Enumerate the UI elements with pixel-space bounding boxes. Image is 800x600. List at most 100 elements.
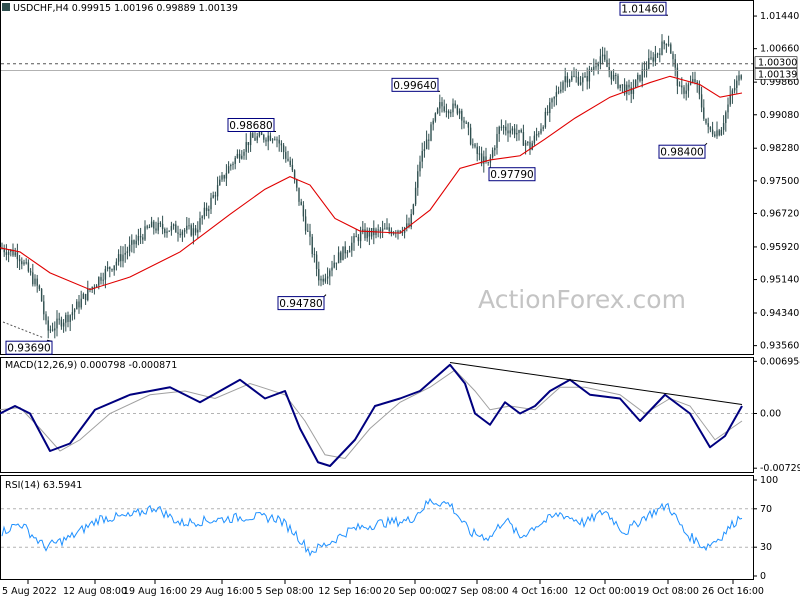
candle-body [263, 134, 265, 140]
macd-title: MACD(12,26,9) 0.000798 -0.000871 [5, 360, 177, 371]
candle-body [47, 320, 49, 331]
candle-body [412, 204, 415, 215]
candle-body [718, 130, 720, 136]
candle-body [384, 228, 386, 230]
candle-body [571, 75, 573, 81]
candle-body [672, 53, 674, 60]
candle-body [584, 76, 586, 78]
candle-body [14, 252, 16, 256]
candle-body [577, 77, 580, 85]
candle-body [216, 185, 219, 197]
candle-body [304, 216, 307, 231]
candle-body [170, 226, 173, 231]
candle-body [183, 230, 186, 232]
candle-body [586, 76, 588, 82]
candle-body [351, 242, 353, 251]
candle-body [659, 53, 661, 55]
candle-body [100, 277, 102, 281]
candle-body [527, 141, 529, 143]
candle-body [285, 152, 287, 159]
candle-body [500, 126, 503, 128]
candle-body [16, 252, 19, 260]
price-tick-label: 0.95140 [760, 275, 799, 286]
candle-body [551, 98, 553, 103]
candle-body [43, 301, 45, 315]
candle-body [271, 139, 274, 141]
time-tick-label: 29 Aug 16:00 [190, 586, 254, 597]
candle-body [465, 122, 467, 124]
candle-body [120, 254, 122, 262]
price-tick-label: 0.94340 [760, 308, 799, 319]
candle-body [208, 209, 210, 211]
candle-body [738, 75, 740, 81]
candle-body [590, 69, 593, 71]
price-panel-border [0, 0, 754, 355]
candle-body [452, 103, 454, 113]
candle-body [364, 229, 366, 239]
candle-body [370, 228, 373, 237]
candle-body [62, 322, 65, 327]
candle-body [707, 123, 709, 127]
candle-body [588, 69, 591, 82]
candle-body [93, 286, 96, 288]
candle-body [243, 151, 245, 156]
candle-body [265, 139, 267, 142]
candle-body [115, 261, 118, 266]
candle-body [337, 252, 340, 264]
price-tick-label: 0.95920 [760, 242, 799, 253]
candle-body [3, 248, 5, 253]
macd-signal-line [0, 369, 743, 460]
candle-body [386, 227, 388, 229]
collapse-icon[interactable] [2, 3, 10, 11]
candle-body [329, 270, 331, 277]
candle-body [687, 84, 690, 91]
candle-body [150, 221, 153, 228]
macd-main-line [0, 363, 743, 467]
candle-body [566, 76, 569, 83]
macd-tick-label: 0.00 [760, 409, 781, 420]
candle-body [27, 262, 30, 272]
candle-body [144, 226, 146, 240]
callout-label: 0.98680 [229, 120, 272, 132]
candle-body [544, 111, 547, 128]
candle-body [126, 251, 129, 253]
candle-body [637, 74, 639, 80]
candle-body [282, 145, 285, 153]
candle-body [555, 92, 558, 97]
macd-indicator: 0.006954 0.00 -0.007294 [0, 356, 800, 474]
candle-body [529, 141, 531, 150]
candle-body [82, 294, 85, 299]
candle-body [417, 171, 419, 188]
candle-body [522, 132, 525, 146]
candle-body [23, 262, 25, 265]
candle-body [320, 278, 322, 281]
candle-body [247, 142, 250, 146]
candle-body [342, 246, 344, 261]
candle-body [335, 262, 338, 264]
candle-body [197, 229, 199, 233]
candle-body [379, 229, 382, 232]
candle-body [315, 254, 318, 269]
candle-body [269, 135, 272, 141]
candle-body [230, 165, 232, 167]
candle-body [507, 130, 509, 134]
candle-body [201, 216, 203, 219]
candle-body [463, 120, 465, 123]
candle-body [502, 126, 505, 128]
candle-body [159, 222, 162, 224]
candle-body [615, 74, 617, 76]
candle-body [91, 286, 93, 290]
candle-body [740, 75, 742, 79]
price-tick-label: 0.98280 [760, 143, 799, 154]
candle-body [309, 231, 311, 237]
candle-body [137, 236, 140, 241]
time-tick-label: 27 Sep 08:00 [445, 586, 508, 597]
candle-body [179, 233, 181, 236]
candle-body [575, 76, 577, 78]
time-tick-label: 20 Sep 00:00 [383, 586, 446, 597]
candle-body [505, 126, 507, 131]
candle-body [188, 225, 190, 227]
candle-body [461, 110, 463, 121]
time-axis: 5 Aug 2022 12 Aug 08:0019 Aug 16:00 29 Aug… [2, 580, 764, 597]
candle-body [76, 301, 78, 310]
